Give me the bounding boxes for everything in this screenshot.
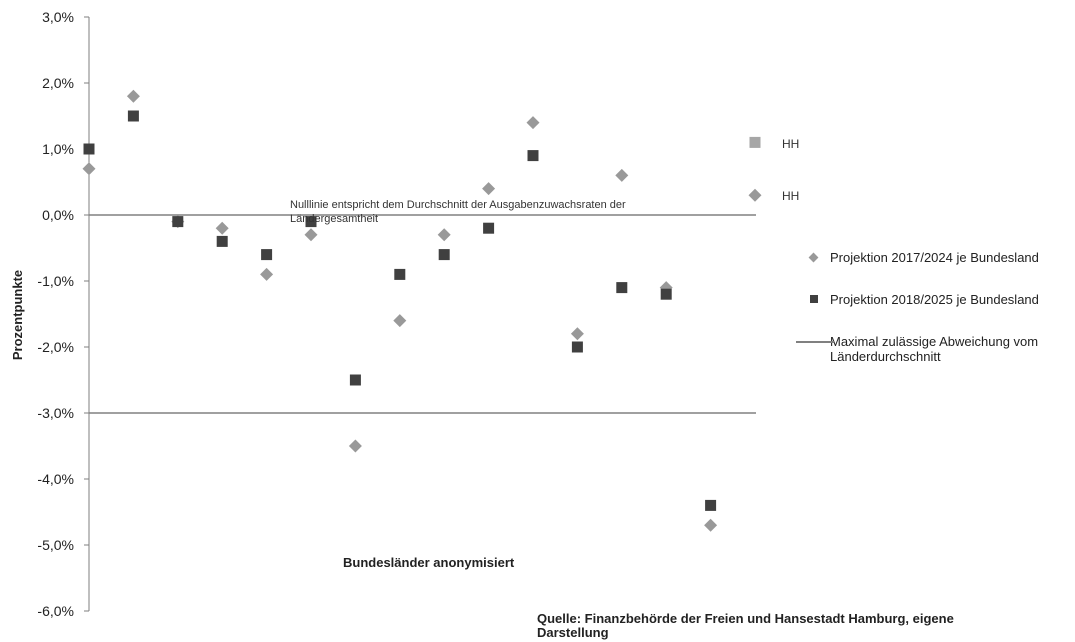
point-2018 xyxy=(305,216,317,228)
point-2018 xyxy=(705,499,717,511)
legend-item-max-deviation: Maximal zulässige Abweichung vom Länderd… xyxy=(796,334,1071,364)
point-2017 xyxy=(526,116,540,130)
point-2017 xyxy=(304,228,318,242)
legend-square-marker xyxy=(796,292,830,308)
hh-label-2018: HH xyxy=(782,137,799,151)
legend-label-2018: Projektion 2018/2025 je Bundesland xyxy=(830,292,1039,307)
y-tick-label: -6,0% xyxy=(37,603,74,619)
point-2018 xyxy=(216,235,228,247)
point-2018 xyxy=(394,268,406,280)
legend-label-max-deviation: Maximal zulässige Abweichung vom Länderd… xyxy=(830,334,1039,364)
point-2018 xyxy=(527,150,539,162)
point-2017 xyxy=(437,228,451,242)
legend-item-2017: Projektion 2017/2024 je Bundesland xyxy=(796,250,1071,292)
point-2018 xyxy=(483,222,495,234)
y-tick-label: -3,0% xyxy=(37,405,74,421)
y-axis-label: Prozentpunkte xyxy=(10,270,25,360)
point-2017 xyxy=(348,439,362,453)
point-2017 xyxy=(393,314,407,328)
point-2017 xyxy=(615,168,629,182)
nullline-annotation-line2: Ländergesamtheit xyxy=(290,213,378,225)
y-tick-label: 0,0% xyxy=(42,207,74,223)
reference-lines xyxy=(89,214,756,414)
legend-label-2017: Projektion 2017/2024 je Bundesland xyxy=(830,250,1039,265)
point-2018 xyxy=(127,110,139,122)
point-2018 xyxy=(261,249,273,261)
y-tick-label: -1,0% xyxy=(37,273,74,289)
y-tick-label: -5,0% xyxy=(37,537,74,553)
y-tick-label: 3,0% xyxy=(42,9,74,25)
point-2018 xyxy=(349,374,361,386)
x-axis-label: Bundesländer anonymisiert xyxy=(343,555,515,570)
point-2018 xyxy=(172,216,184,228)
point-2017 xyxy=(704,518,718,532)
y-tick-label: -2,0% xyxy=(37,339,74,355)
point-2018 xyxy=(571,341,583,353)
point-2018 xyxy=(83,143,95,155)
data-marks xyxy=(82,89,762,532)
point-2017 xyxy=(82,162,96,176)
hh-point-2018 xyxy=(749,136,761,148)
y-tick-label: 2,0% xyxy=(42,75,74,91)
point-2017 xyxy=(215,221,229,235)
nullline-annotation-line1: Nulllinie entspricht dem Durchschnitt de… xyxy=(290,199,626,211)
point-2017 xyxy=(482,182,496,196)
point-2017 xyxy=(570,327,584,341)
point-2017 xyxy=(260,267,274,281)
source-note: Quelle: Finanzbehörde der Freien und Han… xyxy=(537,611,954,640)
y-tick-label: 1,0% xyxy=(42,141,74,157)
point-2017 xyxy=(126,89,140,103)
legend-diamond-marker xyxy=(796,250,830,266)
legend-item-2018: Projektion 2018/2025 je Bundesland xyxy=(796,292,1071,334)
hh-point-2017 xyxy=(748,188,762,202)
hh-label-2017: HH xyxy=(782,189,799,203)
point-2018 xyxy=(660,288,672,300)
point-2018 xyxy=(438,249,450,261)
legend: Projektion 2017/2024 je Bundesland Proje… xyxy=(796,250,1071,364)
point-2018 xyxy=(616,282,628,294)
y-tick-label: -4,0% xyxy=(37,471,74,487)
axes: 3,0% 2,0% 1,0% 0,0% -1,0% -2,0% -3,0% -4,0% -5,0… xyxy=(37,9,90,619)
legend-line-marker xyxy=(796,334,834,350)
